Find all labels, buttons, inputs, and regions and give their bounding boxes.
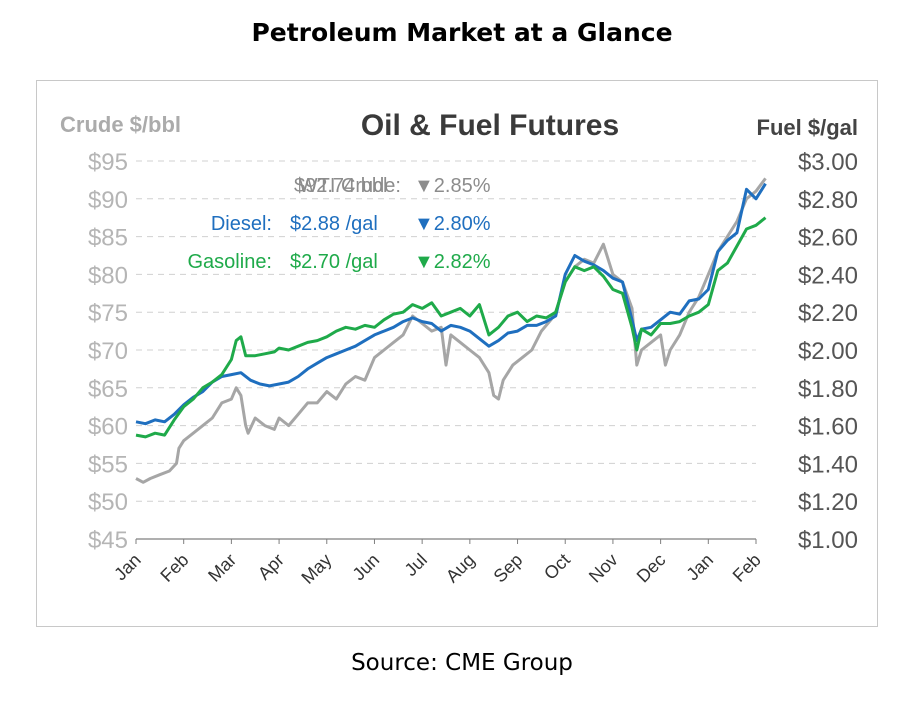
x-tick-label: Feb xyxy=(156,550,192,586)
source-note: Source: CME Group xyxy=(351,650,573,676)
left-tick-label: $85 xyxy=(88,225,128,252)
right-tick-label: $2.80 xyxy=(798,187,858,214)
legend-change: ▼2.85% xyxy=(414,175,491,197)
legend-value: $2.88 /gal xyxy=(290,213,378,235)
right-tick-label: $1.00 xyxy=(798,527,858,554)
left-tick-label: $90 xyxy=(88,187,128,214)
right-tick-label: $2.60 xyxy=(798,225,858,252)
x-tick-label: Mar xyxy=(204,550,240,586)
right-tick-label: $1.40 xyxy=(798,451,858,478)
right-tick-label: $1.60 xyxy=(798,414,858,441)
series-line-diesel xyxy=(135,182,767,426)
left-tick-label: $50 xyxy=(88,489,128,516)
x-tick-label: Feb xyxy=(729,550,765,586)
left-tick-label: $60 xyxy=(88,414,128,441)
right-tick-label: $2.20 xyxy=(798,300,858,327)
x-tick-label: Jan xyxy=(682,550,717,585)
x-tick-label: Jan xyxy=(110,550,145,585)
x-tick-label: Jun xyxy=(349,550,384,585)
right-tick-label: $1.80 xyxy=(798,376,858,403)
left-tick-label: $65 xyxy=(88,376,128,403)
x-tick-label: Aug xyxy=(442,550,479,587)
page-title: Petroleum Market at a Glance xyxy=(251,18,673,47)
legend-name: WTI Crude: xyxy=(299,175,401,197)
right-tick-label: $1.20 xyxy=(798,489,858,516)
left-tick-label: $55 xyxy=(88,451,128,478)
left-tick-label: $80 xyxy=(88,262,128,289)
left-tick-label: $70 xyxy=(88,338,128,365)
x-tick-label: Apr xyxy=(254,550,288,584)
x-tick-label: Nov xyxy=(585,550,622,587)
legend-value: $2.70 /gal xyxy=(290,251,378,273)
x-tick-label: Sep xyxy=(490,550,527,587)
legend-change: ▼2.80% xyxy=(414,213,491,235)
x-tick-label: Jul xyxy=(401,550,431,580)
x-tick-label: Dec xyxy=(633,550,670,587)
x-tick-label: Oct xyxy=(540,550,574,584)
left-tick-label: $95 xyxy=(88,149,128,176)
x-tick-label: May xyxy=(297,550,335,588)
chart-frame xyxy=(36,80,878,627)
series-line-gasoline xyxy=(135,216,767,439)
legend-change: ▼2.82% xyxy=(414,251,491,273)
right-axis-label: Fuel $/gal xyxy=(757,115,858,140)
right-tick-label: $2.40 xyxy=(798,262,858,289)
legend-name: Diesel: xyxy=(211,213,272,235)
series-line-wti-crude xyxy=(135,177,767,484)
left-axis-label: Crude $/bbl xyxy=(60,112,181,137)
legend-value: $92.74 bbl xyxy=(294,175,387,197)
left-tick-label: $75 xyxy=(88,300,128,327)
legend-name: Gasoline: xyxy=(188,251,273,273)
chart-title: Oil & Fuel Futures xyxy=(361,109,619,142)
right-tick-label: $3.00 xyxy=(798,149,858,176)
left-tick-label: $45 xyxy=(88,527,128,554)
right-tick-label: $2.00 xyxy=(798,338,858,365)
